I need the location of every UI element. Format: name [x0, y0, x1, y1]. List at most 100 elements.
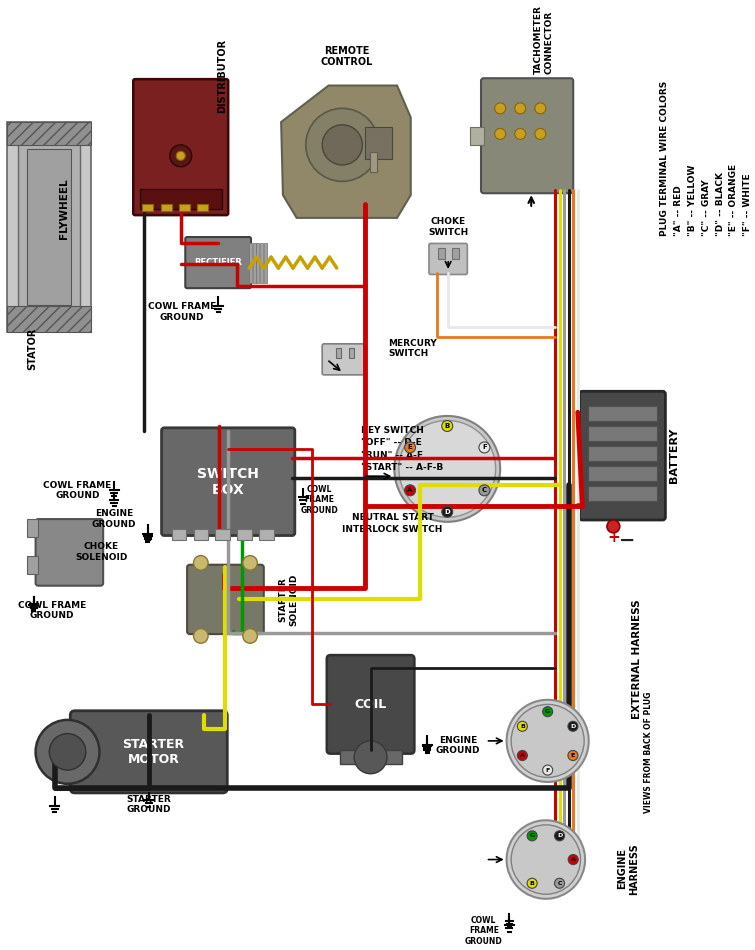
Text: STARTER
MOTOR: STARTER MOTOR	[122, 738, 184, 766]
Bar	[143, 204, 153, 212]
Circle shape	[243, 629, 257, 643]
Text: A: A	[571, 857, 575, 862]
Circle shape	[535, 103, 546, 114]
Bar	[349, 349, 354, 357]
Bar	[259, 529, 274, 541]
FancyBboxPatch shape	[580, 391, 665, 520]
Text: STARTER
GROUND: STARTER GROUND	[126, 795, 171, 814]
Circle shape	[568, 721, 578, 732]
Text: A: A	[408, 487, 413, 493]
Circle shape	[49, 733, 86, 770]
Text: DISTRIBUTOR: DISTRIBUTOR	[217, 39, 226, 113]
Text: RECTIFIER: RECTIFIER	[194, 258, 242, 267]
Circle shape	[515, 103, 525, 114]
FancyBboxPatch shape	[35, 519, 103, 586]
Bar	[161, 204, 171, 212]
Bar	[8, 122, 91, 332]
Bar	[588, 466, 657, 481]
Circle shape	[394, 416, 501, 522]
Text: VIEWS FROM BACK OF PLUG: VIEWS FROM BACK OF PLUG	[643, 692, 652, 812]
Bar	[438, 248, 445, 259]
Circle shape	[507, 700, 589, 782]
Bar	[197, 204, 208, 212]
Circle shape	[543, 707, 553, 716]
Bar	[249, 242, 252, 283]
Bar	[588, 486, 657, 501]
FancyBboxPatch shape	[134, 79, 228, 215]
Circle shape	[607, 520, 620, 533]
Bar	[8, 307, 91, 332]
Circle shape	[479, 484, 490, 496]
Text: FLYWHEEL: FLYWHEEL	[59, 179, 69, 239]
Bar	[470, 126, 484, 144]
Bar	[257, 242, 259, 283]
FancyBboxPatch shape	[429, 243, 467, 275]
Bar	[260, 242, 263, 283]
Text: STARTER
SOLENOID: STARTER SOLENOID	[279, 573, 298, 626]
Circle shape	[405, 442, 415, 453]
Text: COWL
FRAME
GROUND: COWL FRAME GROUND	[300, 485, 338, 515]
Text: +: +	[607, 530, 620, 545]
Text: KEY SWITCH
"OFF" -- D-E
"RUN" -- A-F
"START" -- A-F-B: KEY SWITCH "OFF" -- D-E "RUN" -- A-F "ST…	[361, 426, 442, 472]
Text: CHOKE
SOLENOID: CHOKE SOLENOID	[76, 542, 128, 561]
Circle shape	[193, 629, 208, 643]
Bar	[18, 136, 80, 318]
Bar	[370, 152, 377, 172]
FancyBboxPatch shape	[162, 428, 294, 536]
Bar	[588, 426, 657, 441]
Circle shape	[322, 124, 362, 165]
Bar	[171, 529, 186, 541]
Circle shape	[405, 484, 415, 496]
Circle shape	[176, 151, 185, 161]
Bar	[27, 149, 71, 305]
Text: BATTERY: BATTERY	[669, 428, 679, 483]
Bar	[237, 529, 252, 541]
Circle shape	[306, 108, 379, 181]
Circle shape	[479, 442, 490, 453]
Circle shape	[515, 128, 525, 140]
Text: COIL: COIL	[354, 698, 387, 711]
Text: A: A	[520, 753, 525, 758]
Circle shape	[354, 741, 387, 773]
Bar	[340, 750, 402, 764]
FancyBboxPatch shape	[322, 344, 364, 375]
Circle shape	[569, 854, 578, 865]
Text: C: C	[557, 881, 562, 885]
Bar	[336, 349, 341, 357]
Text: F: F	[482, 445, 487, 450]
Bar	[451, 248, 459, 259]
Bar	[263, 242, 267, 283]
Circle shape	[511, 825, 581, 894]
Text: COWL FRAME
GROUND: COWL FRAME GROUND	[18, 600, 86, 620]
Text: B: B	[520, 724, 525, 729]
Text: MERCURY
SWITCH: MERCURY SWITCH	[388, 339, 436, 358]
Bar	[27, 556, 39, 574]
Text: −: −	[619, 531, 635, 550]
Bar	[193, 529, 208, 541]
Bar	[215, 529, 230, 541]
Text: CHOKE
SWITCH: CHOKE SWITCH	[428, 218, 468, 237]
Circle shape	[527, 878, 537, 888]
Text: SWITCH
BOX: SWITCH BOX	[197, 466, 259, 497]
Circle shape	[35, 720, 100, 784]
Text: F: F	[546, 768, 550, 772]
Text: STATOR: STATOR	[27, 327, 37, 370]
Circle shape	[507, 820, 585, 899]
Text: COWL
FRAME
GROUND: COWL FRAME GROUND	[465, 916, 503, 945]
Text: B: B	[530, 881, 535, 885]
Circle shape	[399, 421, 495, 517]
FancyBboxPatch shape	[187, 564, 263, 634]
Bar	[27, 519, 39, 538]
Text: D: D	[570, 724, 575, 729]
Text: EXTERNAL HARNESS: EXTERNAL HARNESS	[632, 598, 642, 718]
Bar	[179, 204, 190, 212]
Circle shape	[568, 750, 578, 761]
Circle shape	[527, 831, 537, 841]
Text: G: G	[529, 833, 535, 838]
Circle shape	[243, 556, 257, 570]
FancyBboxPatch shape	[185, 238, 251, 288]
Text: ENGINE
HARNESS: ENGINE HARNESS	[617, 843, 639, 895]
Text: TACHOMETER
CONNECTOR: TACHOMETER CONNECTOR	[534, 5, 553, 74]
Circle shape	[495, 128, 506, 140]
Bar	[140, 189, 222, 209]
